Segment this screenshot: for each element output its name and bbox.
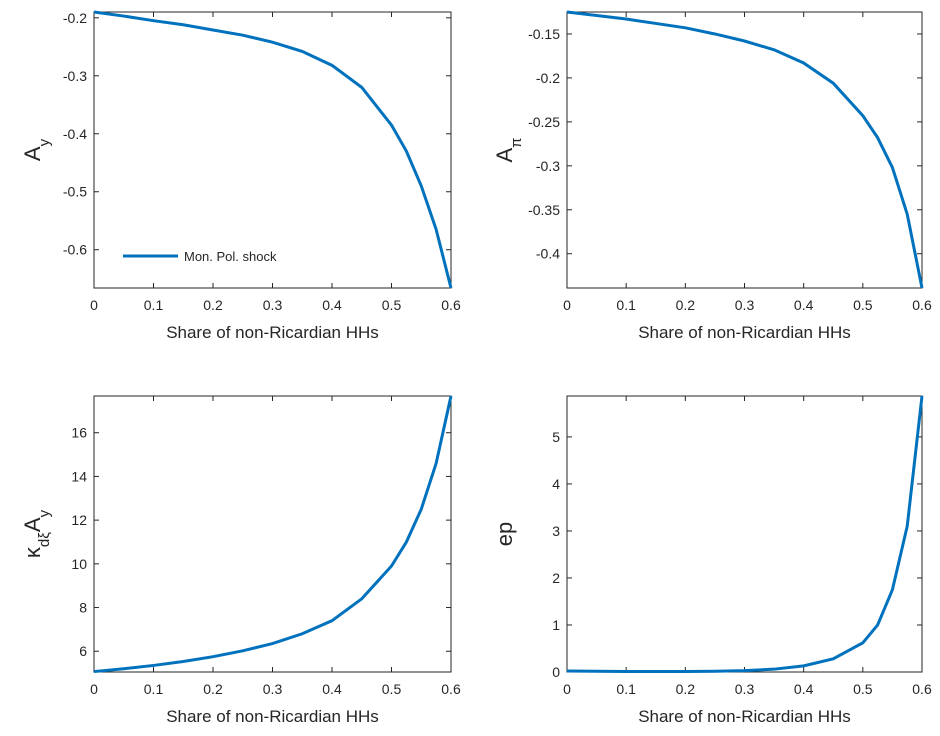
y-tick-label: -0.6 xyxy=(63,242,87,258)
y-axis-label-part: ep xyxy=(492,522,517,546)
x-tick-label: 0 xyxy=(563,297,571,313)
y-tick-label: 0 xyxy=(552,664,560,680)
x-tick-label: 0.3 xyxy=(735,297,755,313)
x-tick-label: 0.6 xyxy=(441,681,461,697)
x-tick-label: 0.2 xyxy=(203,297,223,313)
x-tick-label: 0.2 xyxy=(676,681,696,697)
y-tick-label: 1 xyxy=(552,617,560,633)
y-tick-label: -0.4 xyxy=(536,246,560,262)
x-tick-label: 0.5 xyxy=(853,297,873,313)
x-tick-label: 0 xyxy=(563,681,571,697)
x-axis-label: Share of non-Ricardian HHs xyxy=(166,707,379,726)
y-axis-label-part: dξ xyxy=(36,532,53,547)
y-tick-label: 16 xyxy=(71,425,87,441)
y-axis-label: Ay xyxy=(20,138,53,161)
x-tick-label: 0.3 xyxy=(263,681,283,697)
y-axis-label-part: A xyxy=(492,148,517,163)
y-axis-label-part: π xyxy=(508,137,525,147)
x-tick-label: 0.4 xyxy=(794,297,814,313)
x-tick-label: 0.3 xyxy=(263,297,283,313)
y-tick-label: 2 xyxy=(552,570,560,586)
y-tick-label: 10 xyxy=(71,556,87,572)
x-tick-label: 0.1 xyxy=(616,681,636,697)
y-tick-label: 5 xyxy=(552,429,560,445)
x-tick-label: 0.1 xyxy=(616,297,636,313)
x-axis-label: Share of non-Ricardian HHs xyxy=(638,707,851,726)
y-tick-label: 12 xyxy=(71,512,87,528)
y-tick-label: 14 xyxy=(71,468,87,484)
x-tick-label: 0.1 xyxy=(144,681,164,697)
x-axis-label: Share of non-Ricardian HHs xyxy=(166,323,379,342)
x-tick-label: 0.3 xyxy=(735,681,755,697)
legend-label: Mon. Pol. shock xyxy=(184,249,277,264)
y-tick-label: -0.35 xyxy=(528,202,560,218)
x-tick-label: 0.2 xyxy=(203,681,223,697)
x-tick-label: 0.1 xyxy=(144,297,164,313)
x-tick-label: 0.5 xyxy=(853,681,873,697)
x-tick-label: 0.4 xyxy=(322,681,342,697)
y-axis-label-part: A xyxy=(20,146,45,161)
y-tick-label: -0.3 xyxy=(63,68,87,84)
y-tick-label: 6 xyxy=(79,643,87,659)
y-tick-label: -0.2 xyxy=(63,10,87,26)
axes-box xyxy=(93,11,452,289)
data-line xyxy=(93,10,453,289)
y-tick-label: 4 xyxy=(552,476,560,492)
y-axis-label-part: κ xyxy=(20,546,45,558)
y-axis-label: Aπ xyxy=(492,137,525,162)
x-tick-label: 0.6 xyxy=(441,297,461,313)
axes-box xyxy=(566,395,923,673)
y-axis-label: κdξAy xyxy=(20,509,53,558)
x-tick-label: 0 xyxy=(90,681,98,697)
y-axis-label-part: A xyxy=(20,517,45,532)
y-tick-label: -0.3 xyxy=(536,158,560,174)
x-tick-label: 0.5 xyxy=(382,681,402,697)
y-tick-label: 8 xyxy=(79,600,87,616)
y-tick-label: -0.5 xyxy=(63,184,87,200)
x-tick-label: 0.5 xyxy=(382,297,402,313)
x-tick-label: 0.2 xyxy=(676,297,696,313)
axes-box xyxy=(93,395,452,673)
data-line xyxy=(566,395,924,674)
x-tick-label: 0 xyxy=(90,297,98,313)
x-axis-label: Share of non-Ricardian HHs xyxy=(638,323,851,342)
y-tick-label: -0.4 xyxy=(63,126,87,142)
y-tick-label: 3 xyxy=(552,523,560,539)
x-tick-label: 0.6 xyxy=(912,297,932,313)
y-axis-label-part: y xyxy=(36,509,53,517)
axes-box xyxy=(566,11,923,289)
y-tick-label: -0.15 xyxy=(528,26,560,42)
data-line xyxy=(93,395,453,674)
x-tick-label: 0.6 xyxy=(912,681,932,697)
data-line xyxy=(566,10,924,289)
x-tick-label: 0.4 xyxy=(794,681,814,697)
x-tick-label: 0.4 xyxy=(322,297,342,313)
y-tick-label: -0.2 xyxy=(536,70,560,86)
y-axis-label: ep xyxy=(492,522,517,546)
y-axis-label-part: y xyxy=(36,138,53,146)
y-tick-label: -0.25 xyxy=(528,114,560,130)
